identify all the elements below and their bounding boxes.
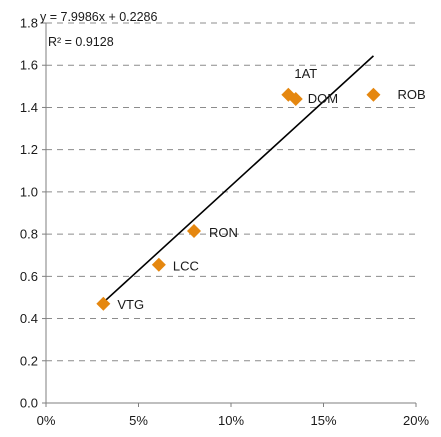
- gridlines: [46, 22, 416, 362]
- data-point-marker: [96, 296, 111, 311]
- x-tick-label: 5%: [129, 413, 148, 428]
- y-tick-label: 1.6: [20, 58, 38, 73]
- y-tick-label: 1.8: [20, 16, 38, 31]
- axes: [42, 22, 417, 407]
- x-tick-label: 20%: [403, 413, 429, 428]
- data-point-marker: [288, 92, 303, 106]
- y-tick-label: 1.0: [20, 184, 38, 199]
- point-label: ROB: [397, 87, 425, 102]
- data-point-marker: [187, 223, 201, 238]
- trendline-group: [100, 55, 374, 305]
- trendline: [100, 55, 374, 305]
- r-squared-label: R² = 0.9128: [48, 35, 114, 49]
- point-labels: VTG LCC RON 1AT DOM ROB: [117, 66, 425, 312]
- point-label: 1AT: [294, 66, 317, 81]
- point-label: RON: [209, 225, 238, 240]
- y-tick-label: 0.0: [20, 396, 38, 411]
- y-tick-labels: 0.0 0.2 0.4 0.6 0.8 1.0 1.2 1.4 1.6 1.8: [20, 16, 38, 411]
- x-tick-label: 10%: [218, 413, 244, 428]
- y-tick-label: 0.2: [20, 353, 38, 368]
- trendline-equation: y = 7.9986x + 0.2286: [40, 10, 158, 24]
- y-tick-label: 0.8: [20, 227, 38, 242]
- x-tick-labels: 0% 5% 10% 15% 20%: [37, 413, 430, 428]
- y-tick-label: 1.4: [20, 100, 38, 115]
- data-point-marker: [151, 257, 166, 272]
- point-label: DOM: [308, 91, 338, 106]
- x-tick-label: 15%: [310, 413, 336, 428]
- data-points: [96, 87, 381, 311]
- y-tick-label: 0.6: [20, 269, 38, 284]
- x-tick-label: 0%: [37, 413, 56, 428]
- data-point-marker: [366, 87, 381, 102]
- y-tick-label: 1.2: [20, 142, 38, 157]
- y-tick-label: 0.4: [20, 311, 38, 326]
- point-label: VTG: [117, 297, 144, 312]
- point-label: LCC: [173, 259, 199, 274]
